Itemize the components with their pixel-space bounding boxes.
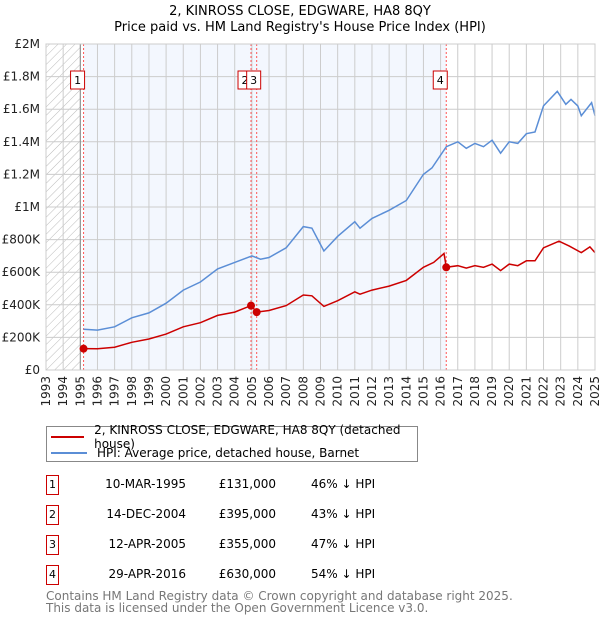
x-tick-label: 1994 <box>56 376 70 407</box>
x-tick-label: 2016 <box>434 376 448 407</box>
sale-hpi-diff: 54% ↓ HPI <box>311 567 376 581</box>
x-tick-label: 1995 <box>73 376 87 407</box>
legend-item-hpi: HPI: Average price, detached house, Barn… <box>51 445 359 461</box>
x-tick-label: 2005 <box>245 376 259 407</box>
x-tick-label: 2020 <box>502 376 516 407</box>
y-tick-label: £400K <box>2 298 42 312</box>
x-tick-label: 2007 <box>279 376 293 407</box>
x-tick-label: 2024 <box>571 376 585 407</box>
x-tick-label: 2022 <box>537 376 551 407</box>
x-tick-label: 2000 <box>159 376 173 407</box>
sale-price: £355,000 <box>218 537 276 551</box>
table-row: 1 10-MAR-1995 £131,000 46% ↓ HPI <box>46 475 546 495</box>
sale-date: 29-APR-2016 <box>108 567 186 581</box>
sale-hpi-diff: 43% ↓ HPI <box>311 507 376 521</box>
table-row: 3 12-APR-2005 £355,000 47% ↓ HPI <box>46 535 546 555</box>
hpi-line <box>83 90 596 331</box>
sale-number-badge: 2 <box>46 505 59 525</box>
y-tick-label: £1.4M <box>3 135 40 149</box>
x-tick-label: 2002 <box>193 376 207 407</box>
sale-number-badge: 4 <box>46 565 59 585</box>
x-tick-label: 2011 <box>348 376 362 407</box>
y-tick-label: £800K <box>2 233 42 247</box>
x-tick-label: 2013 <box>382 376 396 407</box>
sale-hpi-diff: 46% ↓ HPI <box>311 477 376 491</box>
x-tick-label: 2009 <box>314 376 328 407</box>
x-tick-label: 2015 <box>416 376 430 407</box>
x-tick-label: 1993 <box>39 376 53 407</box>
chart-title: 2, KINROSS CLOSE, EDGWARE, HA8 8QY <box>169 4 431 19</box>
sale-number-badge: 1 <box>46 475 59 495</box>
table-row: 2 14-DEC-2004 £395,000 43% ↓ HPI <box>46 505 546 525</box>
sale-price: £395,000 <box>218 507 276 521</box>
sale-number-badge: 3 <box>46 535 59 555</box>
y-tick-label: £1.6M <box>3 102 40 116</box>
x-tick-label: 1997 <box>108 376 122 407</box>
sale-point <box>252 308 261 317</box>
x-tick-label: 2001 <box>176 376 190 407</box>
y-tick-label: £1.8M <box>3 70 40 84</box>
legend: 2, KINROSS CLOSE, EDGWARE, HA8 8QY (deta… <box>46 423 418 462</box>
x-tick-label: 2014 <box>399 376 413 407</box>
x-tick-label: 2006 <box>262 376 276 407</box>
sale-point <box>79 344 88 353</box>
sale-date: 14-DEC-2004 <box>106 507 186 521</box>
table-row: 4 29-APR-2016 £630,000 54% ↓ HPI <box>46 565 546 585</box>
x-tick-label: 2012 <box>365 376 379 407</box>
x-tick-label: 2004 <box>228 376 242 407</box>
sale-label-box <box>432 70 448 90</box>
sale-price: £131,000 <box>218 477 276 491</box>
y-tick-label: £600K <box>2 265 42 279</box>
y-tick-label: £1M <box>14 200 40 214</box>
sale-label-text: 2 <box>242 74 249 87</box>
sale-hpi-diff: 47% ↓ HPI <box>311 537 376 551</box>
sale-date: 10-MAR-1995 <box>105 477 186 491</box>
x-tick-label: 2010 <box>331 376 345 407</box>
chart-subtitle: Price paid vs. HM Land Registry's House … <box>114 20 486 35</box>
legend-label: HPI: Average price, detached house, Barn… <box>97 446 360 460</box>
chart-svg: 1993 1994 1995 1996 1997 1998 1999 2000 2001 2002… <box>2 37 600 407</box>
price-paid-line <box>83 240 596 350</box>
y-tick-label: £2M <box>14 37 40 51</box>
x-tick-label: 2017 <box>451 376 465 407</box>
legend-swatch-blue <box>51 452 87 454</box>
x-tick-label: 2019 <box>485 376 499 407</box>
x-tick-label: 1998 <box>125 376 139 407</box>
x-tick-label: 2025 <box>588 376 600 407</box>
sale-date: 12-APR-2005 <box>108 537 186 551</box>
y-tick-label: £200K <box>2 330 42 344</box>
legend-label: 2, KINROSS CLOSE, EDGWARE, HA8 8QY (deta… <box>94 423 401 451</box>
legend-item-property: 2, KINROSS CLOSE, EDGWARE, HA8 8QY (deta… <box>51 423 417 451</box>
x-tick-label: 2021 <box>519 376 533 407</box>
sale-label-text: 1 <box>74 74 81 87</box>
sale-label-box <box>246 70 262 90</box>
y-tick-label: £1.2M <box>3 167 40 181</box>
x-tick-label: 1996 <box>90 376 104 407</box>
plot-border <box>45 43 596 371</box>
footer-licence: This data is licensed under the Open Gov… <box>46 601 429 615</box>
x-tick-label: 2008 <box>296 376 310 407</box>
x-tick-label: 2023 <box>554 376 568 407</box>
sale-label-box <box>70 70 86 90</box>
y-tick-label: £0 <box>25 363 40 377</box>
footer-copyright: Contains HM Land Registry data © Crown c… <box>46 589 513 603</box>
x-tick-label: 1999 <box>142 376 156 407</box>
x-tick-label: 2003 <box>211 376 225 407</box>
sale-label-text: 3 <box>250 74 257 87</box>
sale-point <box>442 263 451 272</box>
legend-swatch-red <box>51 436 85 438</box>
sale-point <box>247 301 256 310</box>
sale-label-text: 4 <box>437 74 444 87</box>
sale-price: £630,000 <box>218 567 276 581</box>
x-tick-label: 2018 <box>468 376 482 407</box>
